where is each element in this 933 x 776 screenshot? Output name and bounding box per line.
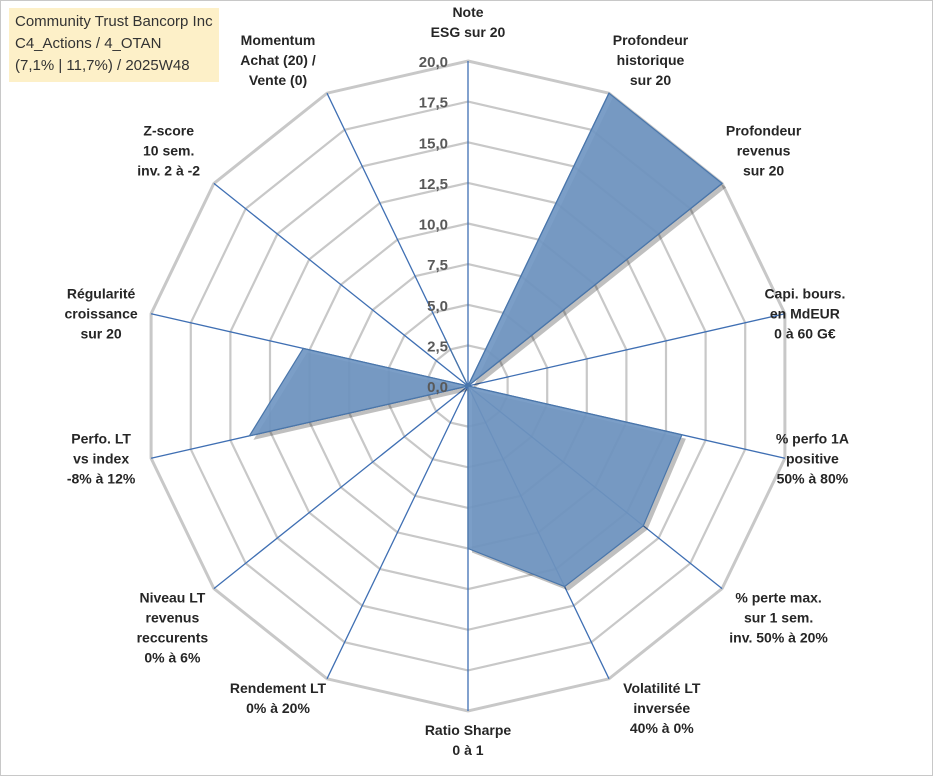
tick-label: 12,5 bbox=[419, 176, 448, 193]
axis-spoke bbox=[467, 313, 786, 387]
axis-label: Ratio Sharpe 0 à 1 bbox=[425, 722, 512, 758]
axis-label: Capi. bours. en MdEUR 0 à 60 G€ bbox=[764, 286, 845, 342]
axis-label: Momentum Achat (20) / Vente (0) bbox=[240, 32, 316, 88]
axis-label: Rendement LT 0% à 20% bbox=[230, 680, 327, 716]
tick-label: 20,0 bbox=[419, 54, 448, 71]
axis-label: Perfo. LT vs index -8% à 12% bbox=[67, 430, 136, 486]
info-stats: (7,1% | 11,7%) / 2025W48 bbox=[15, 57, 190, 74]
tick-label: 5,0 bbox=[427, 298, 448, 315]
series-layer bbox=[248, 92, 727, 591]
tick-label: 17,5 bbox=[419, 95, 448, 112]
series-area bbox=[248, 92, 724, 588]
tick-layer: 0,0 2,5 5,0 7,5 10,0 12,5 15,0 17,5 20,0 bbox=[419, 54, 448, 396]
tick-label: 2,5 bbox=[427, 338, 448, 355]
axis-label: % perte max. sur 1 sem. inv. 50% à 20% bbox=[729, 590, 828, 646]
axis-label: Z-score 10 sem. inv. 2 à -2 bbox=[137, 122, 200, 178]
info-box: Community Trust Bancorp Inc C4_Actions /… bbox=[9, 8, 219, 82]
axis-label: Niveau LT revenus reccurents 0% à 6% bbox=[137, 590, 209, 666]
label-layer: Note ESG sur 20 Profondeur historique sur 20… bbox=[65, 4, 849, 758]
axis-label: Régularité croissance sur 20 bbox=[65, 286, 138, 342]
tick-label: 0,0 bbox=[427, 379, 448, 396]
axis-spoke bbox=[213, 385, 469, 590]
tick-label: 7,5 bbox=[427, 257, 448, 274]
axis-spoke bbox=[213, 182, 469, 387]
axis-spoke bbox=[326, 92, 469, 387]
tick-label: 15,0 bbox=[419, 135, 448, 152]
tick-label: 10,0 bbox=[419, 217, 448, 234]
info-company: Community Trust Bancorp Inc bbox=[15, 13, 213, 30]
axis-label: % perfo 1A positive 50% à 80% bbox=[776, 430, 849, 486]
axis-label: Note ESG sur 20 bbox=[431, 4, 506, 40]
axis-label: Profondeur historique sur 20 bbox=[613, 32, 689, 88]
axis-label: Profondeur revenus sur 20 bbox=[726, 122, 802, 178]
info-category: C4_Actions / 4_OTAN bbox=[15, 35, 162, 52]
axis-spoke bbox=[326, 385, 469, 680]
axis-label: Volatilité LT inversée 40% à 0% bbox=[623, 680, 701, 736]
